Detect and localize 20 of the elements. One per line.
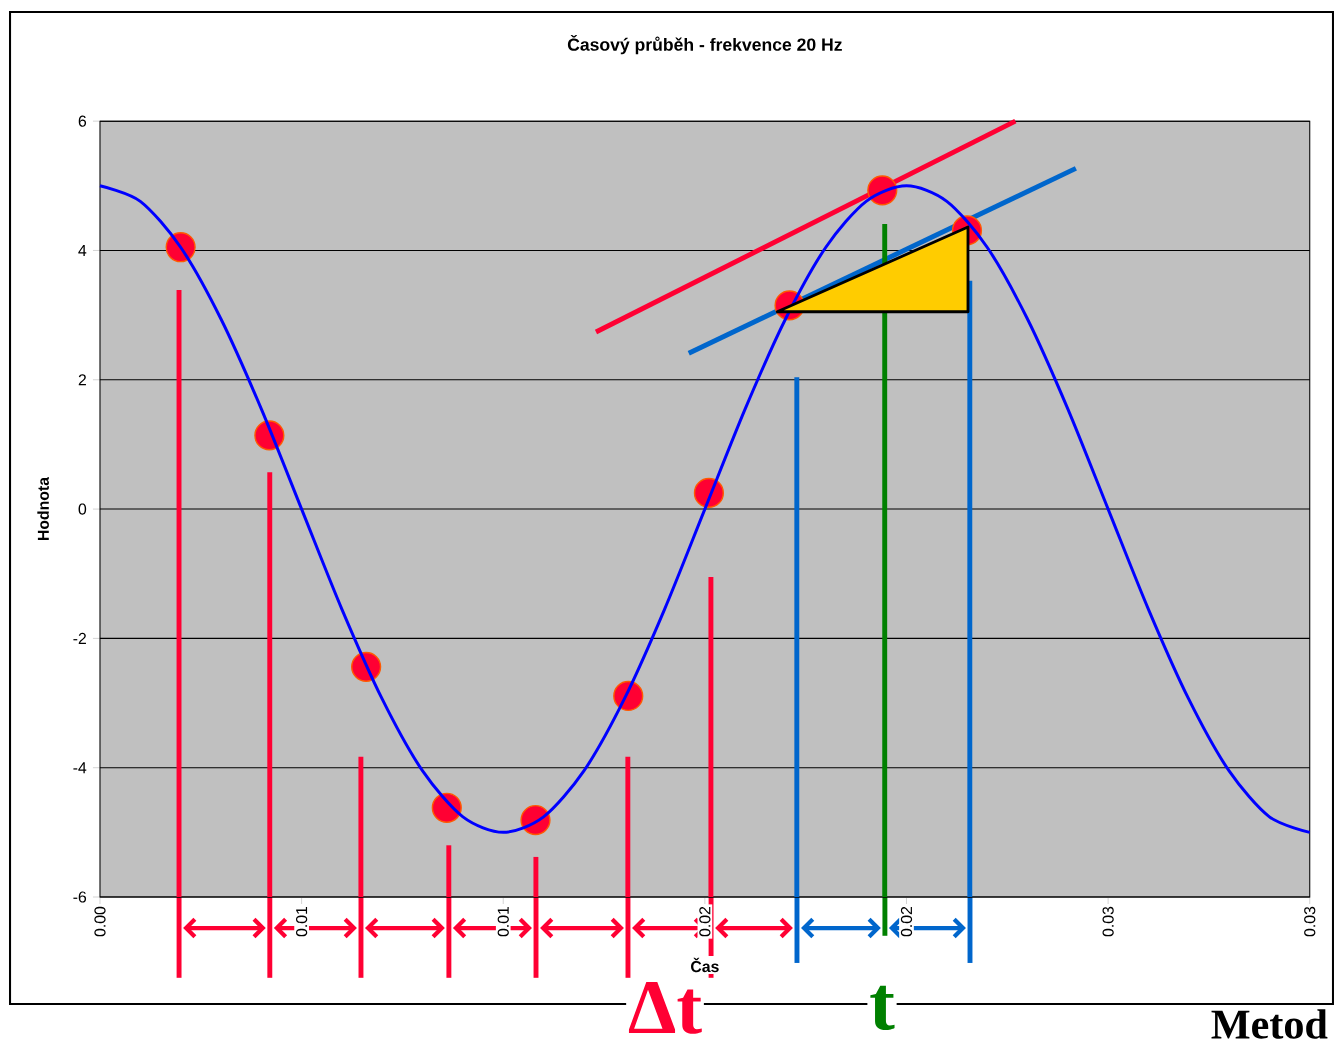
y-tick-label: 0 [78, 503, 87, 515]
x-tick-label: 0.00 [94, 906, 106, 937]
x-tick-label: 0.03 [1304, 906, 1316, 937]
text: Δt [628, 982, 702, 1034]
y-tick-label: 6 [78, 115, 87, 127]
x-tick-label: 0.03 [1102, 906, 1114, 937]
text: t [870, 985, 895, 1031]
y-tick-label: -6 [73, 891, 87, 903]
y-tick-label: 2 [78, 374, 86, 386]
y-tick-label: -4 [73, 762, 87, 774]
x-axis-title: Čas [691, 957, 719, 973]
x-tick-label: 0.01 [497, 906, 509, 937]
x-tick-label: 0.02 [699, 906, 711, 937]
x-tick-label: 0.01 [296, 906, 308, 937]
y-tick-label: 4 [78, 245, 87, 256]
text: Metod [1211, 1009, 1328, 1039]
y-axis-title: Hodnota [37, 476, 49, 541]
y-tick-label: -2 [73, 632, 86, 644]
x-tick-label: 0.02 [900, 906, 913, 937]
chart-title: Časový průběh - frekvence 20 Hz [567, 34, 842, 55]
